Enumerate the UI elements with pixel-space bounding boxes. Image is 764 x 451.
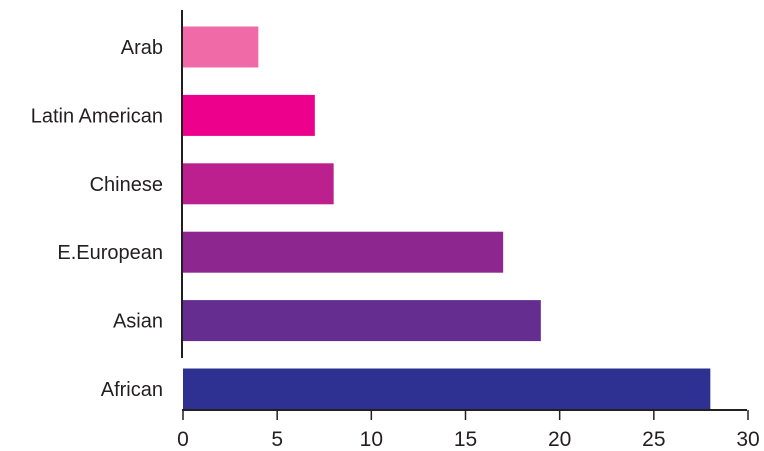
- category-label-african: African: [101, 379, 163, 401]
- x-tick-label-30: 30: [736, 428, 759, 451]
- x-tick-label-0: 0: [177, 428, 189, 451]
- category-label-e-european: E.European: [57, 242, 163, 264]
- category-label-chinese: Chinese: [90, 174, 163, 196]
- x-tick-label-20: 20: [548, 428, 571, 451]
- bar-e-european: [183, 231, 504, 273]
- x-tick-label-5: 5: [271, 428, 283, 451]
- category-label-asian: Asian: [113, 311, 163, 333]
- bar-african: [183, 368, 711, 410]
- x-tick-label-15: 15: [454, 428, 477, 451]
- x-tick-label-10: 10: [360, 428, 383, 451]
- category-label-latin-american: Latin American: [31, 105, 163, 127]
- category-labels-group: Arab Latin American Chinese E.European Asian…: [31, 37, 163, 401]
- bars-group: [183, 26, 711, 410]
- bar-latin-american: [183, 94, 315, 136]
- x-ticks-group: 0 5 10 15 20 25 30: [177, 410, 760, 451]
- bar-chinese: [183, 163, 334, 205]
- x-tick-label-25: 25: [642, 428, 665, 451]
- bar-asian: [183, 300, 541, 342]
- bar-arab: [183, 26, 259, 68]
- category-label-arab: Arab: [121, 37, 163, 59]
